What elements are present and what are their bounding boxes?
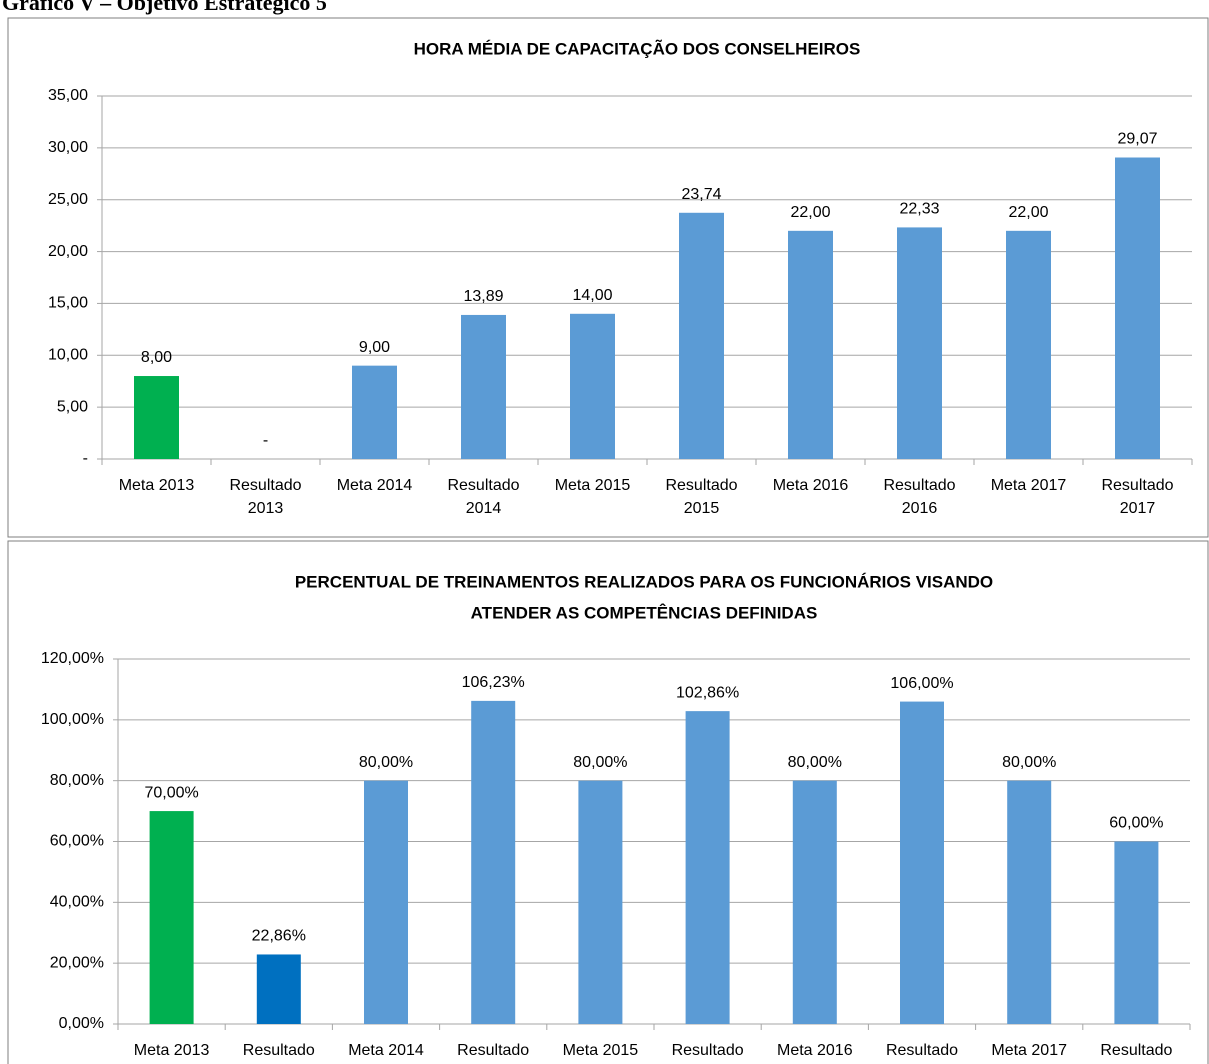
- bar: [900, 701, 944, 1024]
- y-tick-label: 35,00: [48, 87, 88, 104]
- bar: [1114, 841, 1159, 1024]
- x-tick-label: Meta 2017: [990, 477, 1067, 494]
- y-tick-label: 5,00: [57, 398, 88, 415]
- bar: [149, 811, 194, 1024]
- chart-frame: [7, 17, 1209, 538]
- bar: [1006, 230, 1051, 459]
- value-label: 60,00%: [1109, 815, 1163, 832]
- y-tick-label: 25,00: [48, 191, 88, 208]
- x-tick-label: Resultado 2013: [229, 477, 302, 517]
- x-tick-label: Meta 2017: [991, 1042, 1067, 1059]
- x-tick-label: Meta 2015: [554, 477, 631, 494]
- bar: [679, 212, 724, 459]
- y-tick-label: 0,00%: [59, 1015, 104, 1032]
- bar: [352, 365, 397, 459]
- x-tick-label: Meta 2015: [562, 1042, 639, 1059]
- value-label: 9,00: [359, 339, 390, 356]
- y-tick-label: 30,00: [48, 139, 88, 156]
- x-tick-label: Resultado 2013: [242, 1042, 315, 1059]
- bar: [1115, 157, 1160, 460]
- x-tick-label: Meta 2013: [118, 477, 195, 494]
- value-label: 22,33: [899, 201, 939, 218]
- x-tick-label: Meta 2013: [133, 1042, 210, 1059]
- x-tick-label: Resultado 2014: [447, 477, 520, 517]
- value-label: -: [263, 432, 268, 449]
- chart-frame: [7, 540, 1209, 1064]
- x-tick-label: Meta 2016: [772, 477, 849, 494]
- y-tick-label: 80,00%: [50, 772, 104, 789]
- bar: [134, 376, 179, 459]
- bar: [788, 230, 833, 459]
- x-tick-label: Resultado 2016: [883, 477, 956, 517]
- value-label: 8,00: [141, 349, 172, 366]
- bar: [471, 700, 516, 1024]
- y-tick-label: 15,00: [48, 295, 88, 312]
- value-label: 70,00%: [144, 784, 198, 801]
- bar: [578, 780, 623, 1024]
- bar: [570, 313, 615, 459]
- x-tick-label: Resultado 2015: [665, 477, 738, 517]
- x-tick-label: Resultado 2014: [457, 1042, 530, 1059]
- y-tick-label: 100,00%: [41, 711, 104, 728]
- y-tick-label: 60,00%: [50, 833, 104, 850]
- bar: [256, 954, 301, 1024]
- x-tick-label: Resultado 2015: [671, 1042, 744, 1059]
- y-tick-label: 40,00%: [50, 894, 104, 911]
- value-label: 106,23%: [462, 674, 525, 691]
- y-tick-label: 120,00%: [41, 650, 104, 667]
- value-label: 102,86%: [676, 684, 739, 701]
- bar: [897, 227, 942, 459]
- bar: [685, 711, 730, 1024]
- value-label: 106,00%: [890, 675, 953, 692]
- chart-title: ATENDER AS COMPETÊNCIAS DEFINIDAS: [471, 603, 818, 622]
- value-label: 23,74: [681, 186, 721, 203]
- page-heading: Gráfico V – Objetivo Estratégico 5: [2, 0, 327, 15]
- value-label: 80,00%: [1002, 754, 1056, 771]
- x-tick-label: Meta 2016: [776, 1042, 853, 1059]
- value-label: 22,00: [790, 204, 830, 221]
- bar: [461, 314, 506, 459]
- value-label: 13,89: [463, 288, 503, 305]
- x-tick-label: Meta 2014: [336, 477, 413, 494]
- bar: [1007, 780, 1052, 1024]
- value-label: 14,00: [572, 287, 612, 304]
- x-tick-label: Resultado 2016: [885, 1042, 959, 1059]
- x-tick-label: Resultado 2017: [1101, 477, 1174, 517]
- chart-title: PERCENTUAL DE TREINAMENTOS REALIZADOS PA…: [295, 572, 993, 591]
- y-tick-label: 20,00: [48, 243, 88, 260]
- chart-title: HORA MÉDIA DE CAPACITAÇÃO DOS CONSELHEIR…: [414, 38, 861, 58]
- y-tick-label: 10,00: [48, 347, 88, 364]
- value-label: 80,00%: [573, 754, 627, 771]
- x-tick-label: Resultado 2017: [1100, 1042, 1173, 1059]
- y-tick-label: -: [83, 450, 88, 467]
- value-label: 29,07: [1117, 131, 1157, 148]
- x-tick-label: Meta 2014: [348, 1042, 424, 1059]
- y-tick-label: 20,00%: [50, 954, 104, 971]
- value-label: 22,86%: [252, 928, 306, 945]
- value-label: 80,00%: [788, 754, 842, 771]
- value-label: 80,00%: [359, 754, 413, 771]
- bar: [792, 780, 837, 1024]
- bar: [364, 780, 408, 1024]
- value-label: 22,00: [1008, 204, 1048, 221]
